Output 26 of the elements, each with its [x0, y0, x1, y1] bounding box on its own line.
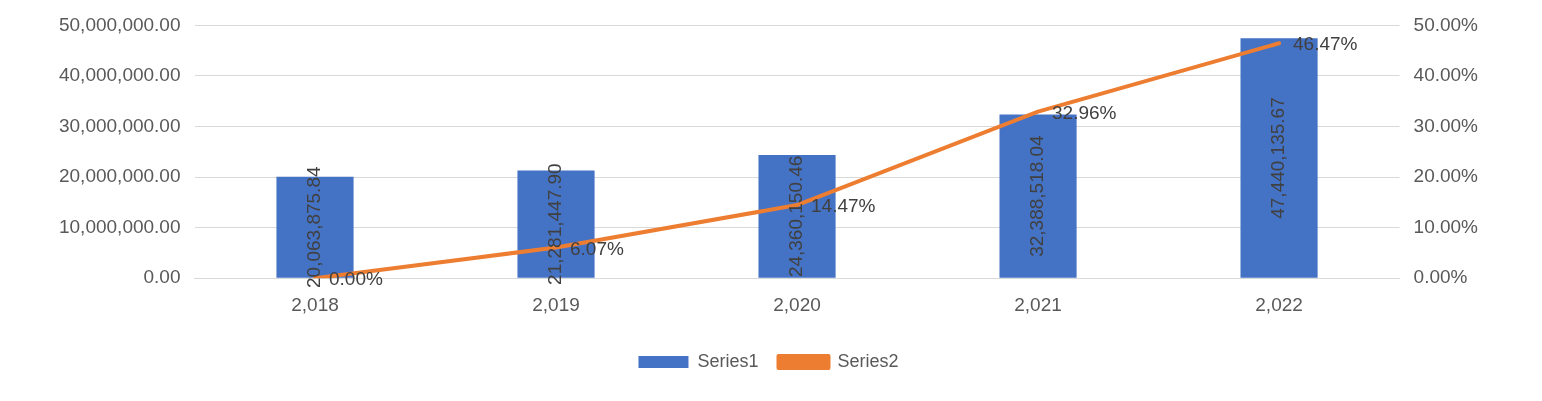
- y2-tick-label: 30.00%: [1413, 114, 1479, 136]
- x-tick-label: 2,020: [773, 293, 821, 315]
- y-tick-label: 30,000,000.00: [58, 114, 181, 136]
- x-tick-label: 2,021: [1014, 293, 1062, 315]
- y2-tick-label: 0.00%: [1413, 266, 1468, 288]
- x-tick-label: 2,022: [1255, 293, 1303, 315]
- x-tick-label: 2,018: [291, 293, 339, 315]
- data-label: 32,388,518.04: [1026, 134, 1048, 257]
- data-label: 0.00%: [329, 268, 383, 290]
- data-label: 24,360,150.46: [785, 155, 807, 278]
- y2-tick-label: 50.00%: [1413, 13, 1479, 35]
- y-tick-label: 10,000,000.00: [58, 215, 181, 237]
- y-tick-label: 50,000,000.00: [58, 13, 181, 35]
- legend-label: Series2: [837, 350, 899, 371]
- data-label: 32.96%: [1052, 101, 1117, 123]
- y2-tick-label: 10.00%: [1413, 215, 1479, 237]
- data-label: 20,063,875.84: [303, 166, 325, 288]
- x-tick-label: 2,019: [532, 293, 580, 315]
- data-label: 47,440,135.67: [1267, 97, 1289, 219]
- y-tick-label: 40,000,000.00: [58, 64, 181, 86]
- y2-tick-label: 20.00%: [1413, 165, 1479, 187]
- legend-label: Series1: [697, 350, 759, 371]
- y-tick-label: 0.00: [143, 266, 181, 288]
- y-tick-label: 20,000,000.00: [58, 165, 181, 187]
- y2-tick-label: 40.00%: [1413, 64, 1479, 86]
- data-label: 21,281,447.90: [544, 163, 566, 285]
